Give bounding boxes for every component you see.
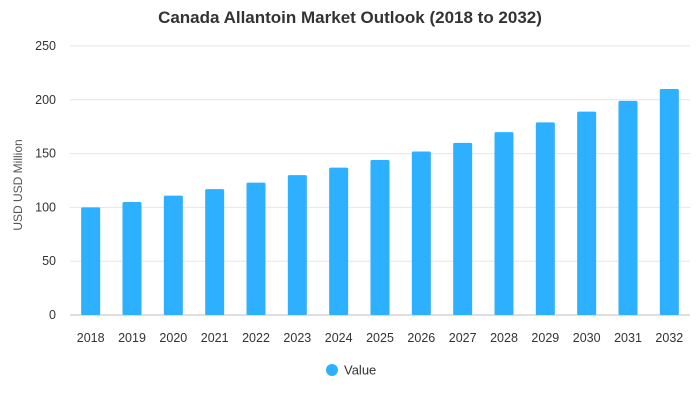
bar-2028[interactable] [494, 132, 514, 315]
bar-2020[interactable] [163, 195, 183, 315]
legend-label[interactable]: Value [344, 363, 376, 378]
axes: 0 50 100 150 200 250 2018 2019 2020 2021 2022 2023 2… [35, 39, 683, 345]
y-tick-label: 250 [35, 39, 56, 53]
x-tick-label: 2025 [366, 331, 394, 345]
y-tick-label: 0 [49, 308, 56, 322]
x-tick-label: 2019 [118, 331, 146, 345]
bar-2029[interactable] [535, 122, 555, 316]
x-tick-label: 2031 [614, 331, 642, 345]
bars [81, 89, 679, 316]
x-tick-label: 2021 [201, 331, 229, 345]
y-tick-label: 150 [35, 147, 56, 161]
x-tick-label: 2032 [655, 331, 683, 345]
x-tick-label: 2024 [325, 331, 353, 345]
y-tick-label: 50 [42, 254, 56, 268]
bar-2031[interactable] [618, 100, 638, 315]
bar-2026[interactable] [411, 151, 431, 315]
x-tick-label: 2029 [531, 331, 559, 345]
x-tick-label: 2023 [283, 331, 311, 345]
bar-2025[interactable] [370, 160, 390, 315]
legend: Value [326, 363, 376, 378]
bar-2022[interactable] [246, 182, 266, 315]
legend-marker [326, 364, 338, 376]
x-tick-label: 2030 [573, 331, 601, 345]
x-tick-label: 2020 [159, 331, 187, 345]
bar-2032[interactable] [659, 89, 679, 315]
y-tick-label: 200 [35, 93, 56, 107]
y-axis-title: USD USD Million [11, 139, 25, 230]
y-tick-label: 100 [35, 200, 56, 214]
bar-2023[interactable] [287, 175, 307, 315]
bar-2024[interactable] [329, 167, 349, 315]
bar-2030[interactable] [577, 111, 597, 315]
x-tick-label: 2026 [407, 331, 435, 345]
bar-2027[interactable] [453, 142, 473, 315]
chart-title: Canada Allantoin Market Outlook (2018 to… [158, 8, 542, 27]
x-tick-label: 2028 [490, 331, 518, 345]
x-tick-label: 2018 [77, 331, 105, 345]
bar-2019[interactable] [122, 202, 142, 315]
x-tick-label: 2027 [449, 331, 477, 345]
bar-2018[interactable] [81, 207, 101, 315]
bar-2021[interactable] [205, 189, 225, 315]
x-tick-label: 2022 [242, 331, 270, 345]
